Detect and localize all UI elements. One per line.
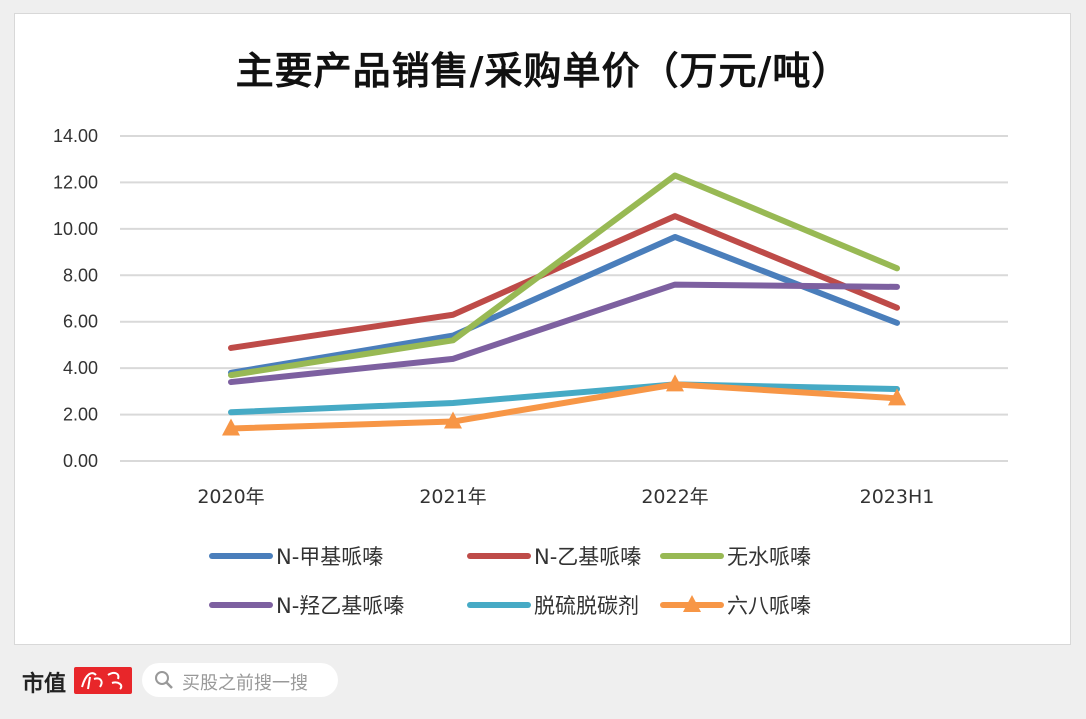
y-tick-label: 10.00 — [53, 219, 98, 239]
search-icon — [155, 671, 173, 689]
y-tick-label: 0.00 — [63, 451, 98, 471]
line-chart: 0.00 2.00 4.00 6.00 8.00 10.00 12.00 14.00 2020年… — [53, 126, 1008, 618]
legend-marker — [683, 595, 701, 612]
series-line — [228, 381, 900, 432]
y-tick-label: 8.00 — [63, 265, 98, 285]
footer: 市值 买股之前搜一搜 — [0, 650, 1086, 719]
data-point-marker — [222, 418, 240, 436]
x-tick-label: 2022年 — [641, 486, 708, 508]
legend-label: N-羟乙基哌嗪 — [276, 594, 404, 618]
y-tick-label: 2.00 — [63, 405, 98, 425]
x-tick-label: 2021年 — [419, 486, 486, 508]
brand-logo — [74, 667, 132, 694]
x-tick-label: 2023H1 — [860, 486, 935, 508]
series-line — [228, 381, 900, 416]
series-line — [228, 281, 900, 386]
y-tick-label: 14.00 — [53, 126, 98, 146]
series-line — [228, 233, 900, 376]
data-point-marker — [666, 374, 684, 392]
data-point-marker — [888, 388, 906, 406]
legend-label: 六八哌嗪 — [727, 594, 811, 618]
legend-label: 脱硫脱碳剂 — [534, 594, 639, 618]
x-tick-label: 2020年 — [197, 486, 264, 508]
search-placeholder: 买股之前搜一搜 — [182, 673, 308, 694]
y-tick-label: 12.00 — [53, 172, 98, 192]
legend-label: 无水哌嗪 — [727, 545, 811, 569]
chart-title: 主要产品销售/采购单价（万元/吨） — [235, 49, 851, 93]
legend-label: N-乙基哌嗪 — [534, 545, 641, 569]
series-line — [228, 213, 900, 351]
y-tick-label: 4.00 — [63, 358, 98, 378]
data-point-marker — [444, 411, 462, 429]
legend-label: N-甲基哌嗪 — [276, 545, 383, 569]
y-tick-label: 6.00 — [63, 312, 98, 332]
series-line — [228, 172, 900, 379]
search-input[interactable]: 买股之前搜一搜 — [142, 663, 338, 697]
brand-name: 市值 — [22, 671, 67, 697]
